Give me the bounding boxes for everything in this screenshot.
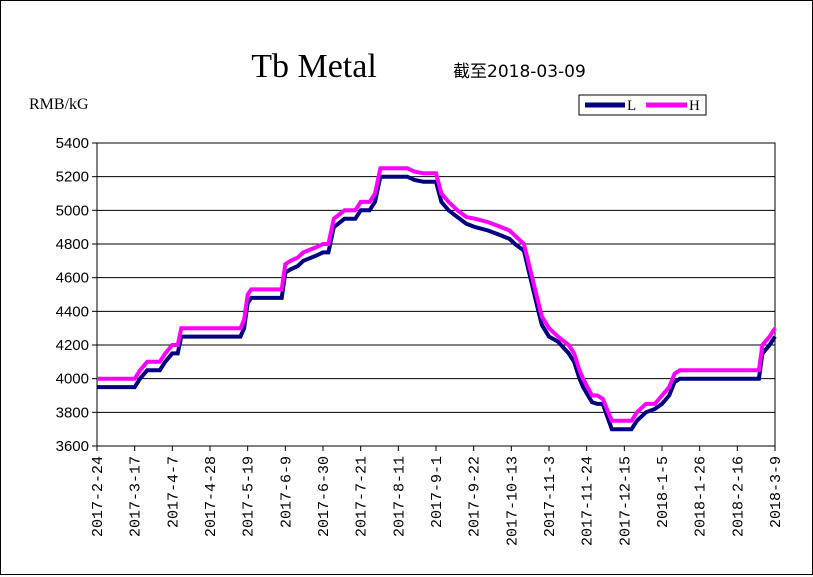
x-tick-label: 2017-9-1	[429, 456, 446, 528]
y-tick-label: 4200	[56, 337, 89, 354]
x-tick-label: 2017-9-22	[467, 456, 484, 537]
y-tick-label: 5400	[56, 135, 89, 152]
y-tick-label: 3800	[56, 404, 89, 421]
x-tick-label: 2018-3-9	[768, 456, 785, 528]
x-tick-label: 2017-8-11	[391, 456, 408, 537]
y-tick-label: 4600	[56, 270, 89, 287]
x-tick-label: 2017-12-15	[617, 456, 634, 546]
legend: L H	[578, 94, 707, 116]
x-tick-label: 2018-1-5	[655, 456, 672, 528]
y-tick-label: 5000	[56, 202, 89, 219]
y-tick-label: 3600	[56, 438, 89, 455]
y-tick-label: 4000	[56, 371, 89, 388]
x-tick-label: 2017-10-13	[504, 456, 521, 546]
x-tick-label: 2017-4-28	[203, 456, 220, 537]
x-tick-label: 2017-2-24	[90, 456, 107, 537]
x-tick-label: 2017-11-3	[542, 456, 559, 537]
chart-subtitle: 截至2018-03-09	[453, 62, 586, 82]
y-tick-label: 4400	[56, 303, 89, 320]
y-axis-ticks: 5400 5200 5000 4800 4600 4400 4200 4000 3800 3600	[56, 135, 97, 455]
y-tick-label: 4800	[56, 236, 89, 253]
x-axis-ticks: 2017-2-24 2017-3-17 2017-4-7 2017-4-28 2017-…	[90, 446, 785, 546]
x-tick-label: 2017-3-17	[128, 456, 145, 537]
x-tick-label: 2018-2-16	[730, 456, 747, 537]
legend-label-l: L	[627, 98, 636, 114]
series-line-h	[97, 166, 777, 423]
gridlines	[97, 142, 775, 413]
x-tick-label: 2017-5-19	[241, 456, 258, 537]
series-lines	[97, 166, 777, 432]
legend-box	[578, 94, 707, 116]
x-tick-label: 2017-6-30	[316, 456, 333, 537]
x-tick-label: 2017-4-7	[165, 456, 182, 528]
x-tick-label: 2017-11-24	[580, 456, 597, 546]
chart-title: Tb Metal	[251, 48, 377, 85]
legend-label-h: H	[689, 98, 700, 114]
x-tick-label: 2017-7-21	[354, 456, 371, 537]
x-tick-label: 2017-6-9	[278, 456, 295, 528]
y-tick-label: 5200	[56, 169, 89, 186]
x-tick-label: 2018-1-26	[693, 456, 710, 537]
y-axis-unit-label: RMB/kG	[29, 96, 89, 113]
